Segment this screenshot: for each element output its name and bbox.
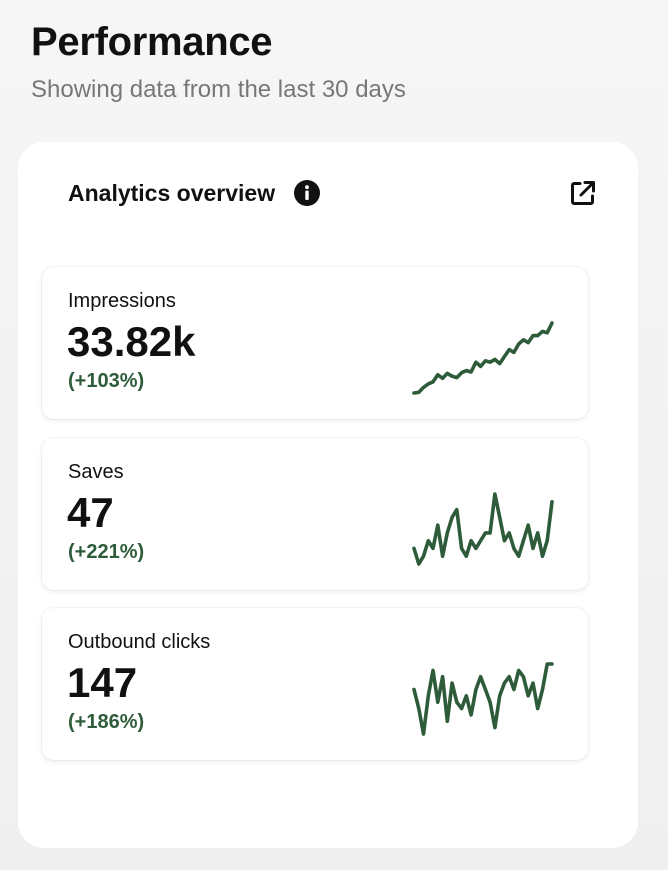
info-icon[interactable]	[293, 179, 321, 207]
metric-label: Outbound clicks	[68, 631, 211, 653]
metric-card-impressions[interactable]: Impressions 33.82k (+103%)	[42, 267, 588, 419]
metric-change: (+186%)	[68, 711, 145, 733]
sparkline-trend-line	[412, 662, 554, 736]
analytics-overview-card: Analytics overview Impressions 33.82k (+…	[18, 142, 638, 848]
metric-card-outbound-clicks[interactable]: Outbound clicks 147 (+186%)	[42, 608, 588, 760]
metric-value: 147	[67, 659, 138, 706]
metric-value: 33.82k	[67, 318, 196, 365]
sparkline-chart	[412, 321, 554, 395]
sparkline-chart	[412, 492, 554, 566]
card-title: Analytics overview	[68, 180, 276, 206]
metric-change: (+103%)	[68, 370, 145, 392]
sparkline-trend-line	[412, 492, 554, 566]
page-title: Performance	[31, 20, 273, 64]
metric-change: (+221%)	[68, 541, 145, 563]
metric-value: 47	[67, 489, 114, 536]
card-header: Analytics overview	[68, 178, 321, 208]
page-subtitle: Showing data from the last 30 days	[31, 76, 406, 103]
sparkline-chart	[412, 662, 554, 736]
external-link-icon[interactable]	[568, 178, 598, 208]
metric-label: Saves	[68, 461, 124, 483]
metric-card-saves[interactable]: Saves 47 (+221%)	[42, 438, 588, 590]
sparkline-trend-line	[412, 321, 554, 395]
metric-label: Impressions	[68, 290, 176, 312]
